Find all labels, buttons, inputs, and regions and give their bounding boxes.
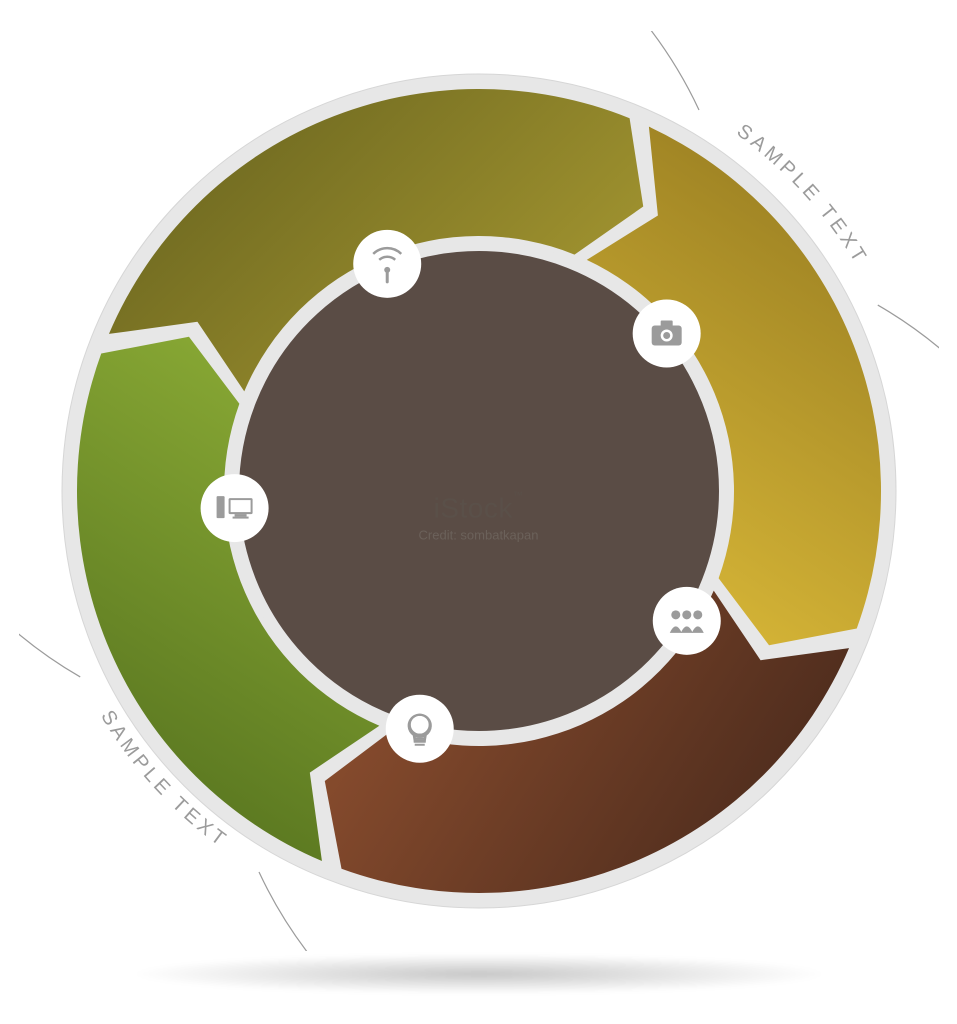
- computer-badge: [200, 474, 268, 542]
- camera-badge: [632, 300, 700, 368]
- wifi-badge: [353, 230, 421, 298]
- circular-infographic: SAMPLE TEXTSAMPLE TEXT: [19, 31, 939, 956]
- people-badge: [652, 587, 720, 655]
- diagram-svg: SAMPLE TEXTSAMPLE TEXT: [19, 31, 939, 951]
- bulb-badge: [385, 695, 453, 763]
- drop-shadow: [129, 954, 829, 994]
